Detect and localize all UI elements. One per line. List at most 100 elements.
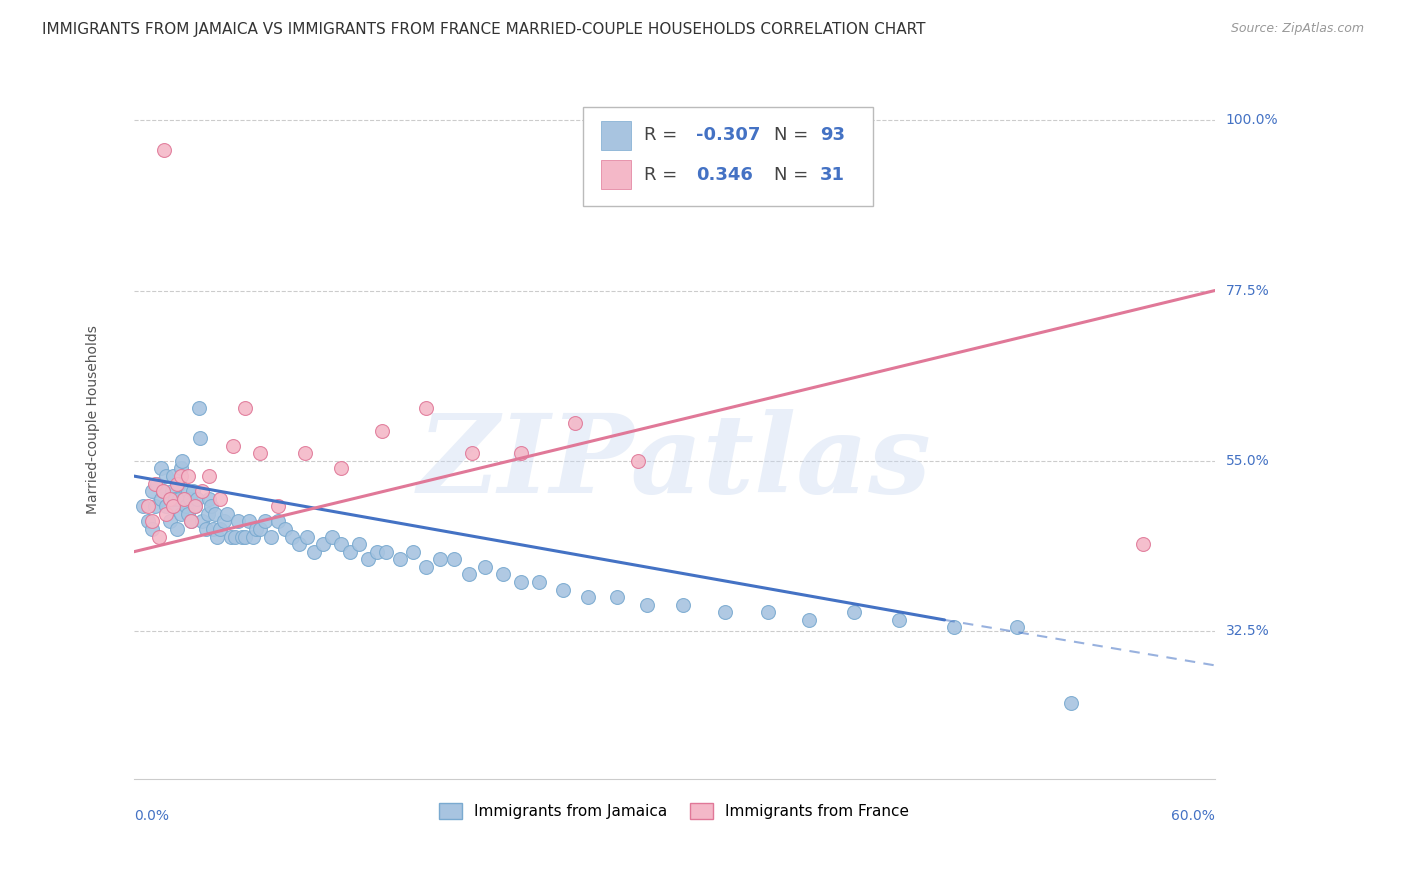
Point: [198, 469, 221, 483]
Point: [197, 507, 219, 521]
Point: [713, 605, 735, 619]
Point: [302, 545, 325, 559]
Bar: [600, 161, 631, 189]
Point: [141, 484, 163, 499]
Point: [329, 461, 352, 475]
Point: [143, 500, 166, 514]
Point: [799, 613, 821, 627]
Point: [461, 446, 484, 460]
Point: [510, 575, 533, 590]
Point: [167, 491, 190, 506]
Text: ZIPatlas: ZIPatlas: [418, 409, 931, 516]
Point: [357, 552, 380, 566]
Text: 60.0%: 60.0%: [1171, 809, 1215, 823]
Point: [136, 500, 159, 514]
Point: [402, 545, 425, 559]
Point: [457, 567, 479, 582]
Point: [249, 522, 271, 536]
Point: [153, 144, 176, 158]
Point: [281, 530, 304, 544]
Point: [224, 530, 246, 544]
Point: [226, 515, 249, 529]
Text: 0.346: 0.346: [696, 166, 752, 184]
Point: [242, 530, 264, 544]
Point: [155, 469, 177, 483]
Point: [627, 454, 650, 468]
Point: [198, 491, 221, 506]
Point: [180, 515, 202, 529]
Point: [1132, 537, 1154, 551]
Point: [222, 439, 245, 453]
Text: Married-couple Households: Married-couple Households: [86, 325, 100, 514]
Text: 31: 31: [820, 166, 845, 184]
Point: [551, 582, 574, 597]
Point: [191, 515, 214, 529]
Text: 55.0%: 55.0%: [1226, 454, 1270, 468]
Point: [492, 567, 515, 582]
Point: [389, 552, 412, 566]
Point: [209, 522, 232, 536]
Point: [184, 500, 207, 514]
Point: [141, 522, 163, 536]
Point: [173, 491, 195, 506]
Point: [174, 500, 197, 514]
Point: [267, 515, 290, 529]
Text: 93: 93: [820, 126, 845, 145]
Point: [149, 461, 172, 475]
Point: [294, 446, 316, 460]
Point: [173, 491, 195, 506]
Point: [200, 500, 222, 514]
Point: [180, 515, 202, 529]
Point: [172, 454, 194, 468]
Point: [321, 530, 343, 544]
Point: [160, 484, 183, 499]
Point: [155, 500, 177, 514]
Point: [190, 431, 212, 445]
Point: [259, 530, 281, 544]
Point: [443, 552, 465, 566]
Point: [181, 484, 204, 499]
Point: [267, 500, 290, 514]
Point: [149, 491, 172, 506]
Text: 100.0%: 100.0%: [1226, 113, 1278, 128]
Point: [159, 515, 181, 529]
Point: [166, 522, 188, 536]
Point: [166, 476, 188, 491]
Point: [756, 605, 779, 619]
Point: [274, 522, 297, 536]
Point: [169, 461, 191, 475]
Point: [205, 530, 228, 544]
Point: [152, 484, 174, 499]
FancyBboxPatch shape: [583, 107, 873, 206]
Point: [155, 507, 177, 521]
Point: [249, 446, 271, 460]
Point: [177, 507, 200, 521]
Point: [347, 537, 370, 551]
Point: [429, 552, 451, 566]
Point: [141, 515, 163, 529]
Text: 77.5%: 77.5%: [1226, 284, 1270, 298]
Point: [191, 484, 214, 499]
Point: [288, 537, 311, 551]
Point: [245, 522, 267, 536]
Point: [1005, 620, 1028, 634]
Point: [510, 446, 533, 460]
Text: IMMIGRANTS FROM JAMAICA VS IMMIGRANTS FROM FRANCE MARRIED-COUPLE HOUSEHOLDS CORR: IMMIGRANTS FROM JAMAICA VS IMMIGRANTS FR…: [42, 22, 925, 37]
Text: Source: ZipAtlas.com: Source: ZipAtlas.com: [1230, 22, 1364, 36]
Point: [148, 530, 170, 544]
Text: R =: R =: [644, 126, 683, 145]
Point: [238, 515, 260, 529]
Point: [527, 575, 550, 590]
Point: [415, 401, 437, 415]
Point: [186, 491, 208, 506]
Point: [672, 598, 695, 612]
Point: [179, 491, 201, 506]
Point: [177, 469, 200, 483]
Point: [474, 560, 496, 574]
Legend: Immigrants from Jamaica, Immigrants from France: Immigrants from Jamaica, Immigrants from…: [433, 797, 915, 825]
Point: [231, 530, 253, 544]
Point: [219, 530, 242, 544]
Point: [162, 500, 184, 514]
Text: 0.0%: 0.0%: [134, 809, 169, 823]
Point: [132, 500, 155, 514]
